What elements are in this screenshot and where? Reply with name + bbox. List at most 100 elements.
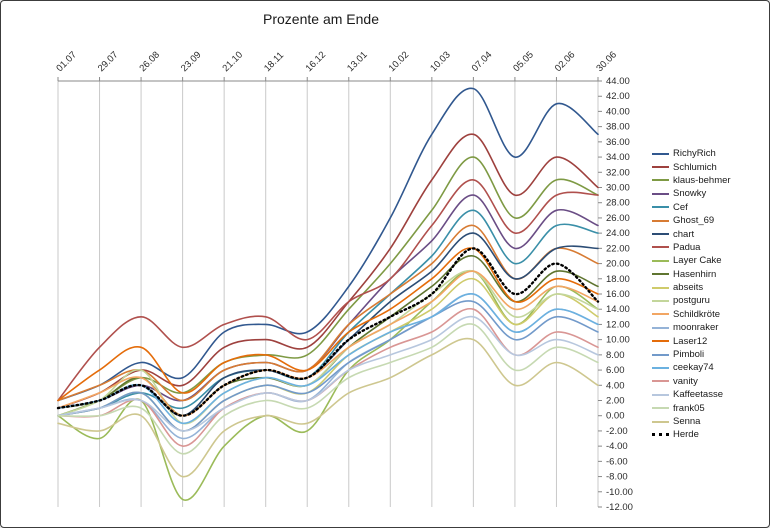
y-tick-label: 22.00 <box>606 243 630 254</box>
legend-line-marker <box>652 273 669 276</box>
legend-label: Schildkröte <box>673 308 720 320</box>
legend-item-chart[interactable]: chart <box>652 227 766 240</box>
legend-item-frank05[interactable]: frank05 <box>652 401 766 414</box>
series-line-pimboli[interactable] <box>57 300 599 432</box>
legend-item-padua[interactable]: Padua <box>652 241 766 254</box>
y-tick-label: 10.00 <box>606 335 630 346</box>
legend-item-hasenhirn[interactable]: Hasenhirn <box>652 268 766 281</box>
legend-item-vanity[interactable]: vanity <box>652 375 766 388</box>
legend-item-schildkr-te[interactable]: Schildkröte <box>652 308 766 321</box>
x-tick-label: 30.06 <box>594 50 619 75</box>
legend-label: chart <box>673 228 695 240</box>
legend-line-marker <box>652 233 669 236</box>
y-tick-label: 2.00 <box>606 396 625 407</box>
y-tick-label: 36.00 <box>606 137 630 148</box>
legend-item-kaffeetasse[interactable]: Kaffeetasse <box>652 388 766 401</box>
legend-item-ceekay74[interactable]: ceekay74 <box>652 361 766 374</box>
y-tick-label: -6.00 <box>606 456 628 467</box>
y-tick-label: 26.00 <box>606 213 630 224</box>
legend-item-ghost-69[interactable]: Ghost_69 <box>652 214 766 227</box>
series-line-cef[interactable] <box>57 209 599 417</box>
series-line-herde[interactable] <box>56 247 600 417</box>
x-tick-label: 05.05 <box>511 50 536 75</box>
x-tick-label: 21.10 <box>220 50 245 75</box>
y-tick-label: 20.00 <box>606 259 630 270</box>
series-line-frank05[interactable] <box>57 323 599 455</box>
y-tick-label: 8.00 <box>606 350 625 361</box>
y-tick-label: -10.00 <box>606 487 633 498</box>
y-tick-label: 38.00 <box>606 122 630 133</box>
legend-line-marker <box>652 192 669 195</box>
legend-item-snowky[interactable]: Snowky <box>652 187 766 200</box>
legend-label: Pimboli <box>673 349 705 361</box>
series-line-klaus-behmer[interactable] <box>57 156 599 417</box>
y-tick-label: -4.00 <box>606 441 628 452</box>
y-tick-label: 4.00 <box>606 380 625 391</box>
y-tick-label: 24.00 <box>606 228 630 239</box>
legend-item-postguru[interactable]: postguru <box>652 294 766 307</box>
chart-legend: RichyRich Schlumich klaus-behmer Snowky Cef G… <box>652 147 766 442</box>
y-tick-label: 28.00 <box>606 198 630 209</box>
y-tick-label: 30.00 <box>606 183 630 194</box>
legend-line-marker <box>652 259 669 262</box>
series-line-schlumich[interactable] <box>57 133 599 409</box>
legend-item-richyrich[interactable]: RichyRich <box>652 147 766 160</box>
legend-label: postguru <box>673 295 710 307</box>
legend-item-moonraker[interactable]: moonraker <box>652 321 766 334</box>
legend-label: abseits <box>673 282 704 294</box>
legend-line-marker <box>652 166 669 169</box>
legend-line-marker <box>652 407 669 410</box>
x-tick-label: 23.09 <box>179 50 204 75</box>
legend-label: Kaffeetasse <box>673 389 724 401</box>
x-axis-labels: 01.07 29.07 26.08 23.09 21.10 18.11 16.12 13.01… <box>54 50 619 75</box>
series-line-senna[interactable] <box>57 337 599 478</box>
y-tick-label: 34.00 <box>606 152 630 163</box>
y-tick-label: -8.00 <box>606 472 628 483</box>
legend-item-klaus-behmer[interactable]: klaus-behmer <box>652 174 766 187</box>
legend-label: moonraker <box>673 322 719 334</box>
legend-line-marker <box>652 219 669 222</box>
legend-line-marker <box>652 152 669 155</box>
legend-item-pimboli[interactable]: Pimboli <box>652 348 766 361</box>
legend-line-marker <box>652 179 669 182</box>
series-line-schildkr-te[interactable] <box>57 270 599 417</box>
y-axis-labels: 44.00 42.00 40.00 38.00 36.00 34.00 32.00 30.00… <box>606 76 633 513</box>
legend-item-laser12[interactable]: Laser12 <box>652 334 766 347</box>
legend-label: frank05 <box>673 402 705 414</box>
legend-line-marker <box>652 299 669 302</box>
series-line-kaffeetasse[interactable] <box>57 315 599 432</box>
legend-line-marker <box>652 313 669 316</box>
legend-line-marker <box>652 366 669 369</box>
series-line-moonraker[interactable] <box>57 293 599 440</box>
y-tick-label: 18.00 <box>606 274 630 285</box>
legend-line-marker <box>652 246 669 249</box>
legend-label: klaus-behmer <box>673 174 731 186</box>
series-line-richyrich[interactable] <box>57 87 599 402</box>
legend-item-cef[interactable]: Cef <box>652 201 766 214</box>
legend-label: Herde <box>673 429 699 441</box>
legend-item-herde[interactable]: Herde <box>652 428 766 441</box>
y-tick-label: 40.00 <box>606 106 630 117</box>
y-tick-label: -2.00 <box>606 426 628 437</box>
y-tick-label: 14.00 <box>606 304 630 315</box>
series-line-postguru[interactable] <box>57 269 599 425</box>
legend-line-marker <box>652 380 669 383</box>
legend-item-schlumich[interactable]: Schlumich <box>652 160 766 173</box>
legend-item-senna[interactable]: Senna <box>652 415 766 428</box>
series-line-laser12[interactable] <box>57 247 599 402</box>
legend-item-abseits[interactable]: abseits <box>652 281 766 294</box>
y-tick-label: 6.00 <box>606 365 625 376</box>
y-tick-label: 16.00 <box>606 289 630 300</box>
y-tick-label: 0.00 <box>606 411 625 422</box>
legend-label: Layer Cake <box>673 255 722 267</box>
series-lines <box>56 87 600 501</box>
x-tick-label: 10.03 <box>428 50 453 75</box>
legend-line-marker <box>652 206 669 209</box>
x-tick-label: 01.07 <box>54 50 79 75</box>
series-line-padua[interactable] <box>57 179 599 402</box>
x-tick-label: 16.12 <box>304 50 329 75</box>
legend-item-layer-cake[interactable]: Layer Cake <box>652 254 766 267</box>
x-tick-label: 26.08 <box>137 50 162 75</box>
